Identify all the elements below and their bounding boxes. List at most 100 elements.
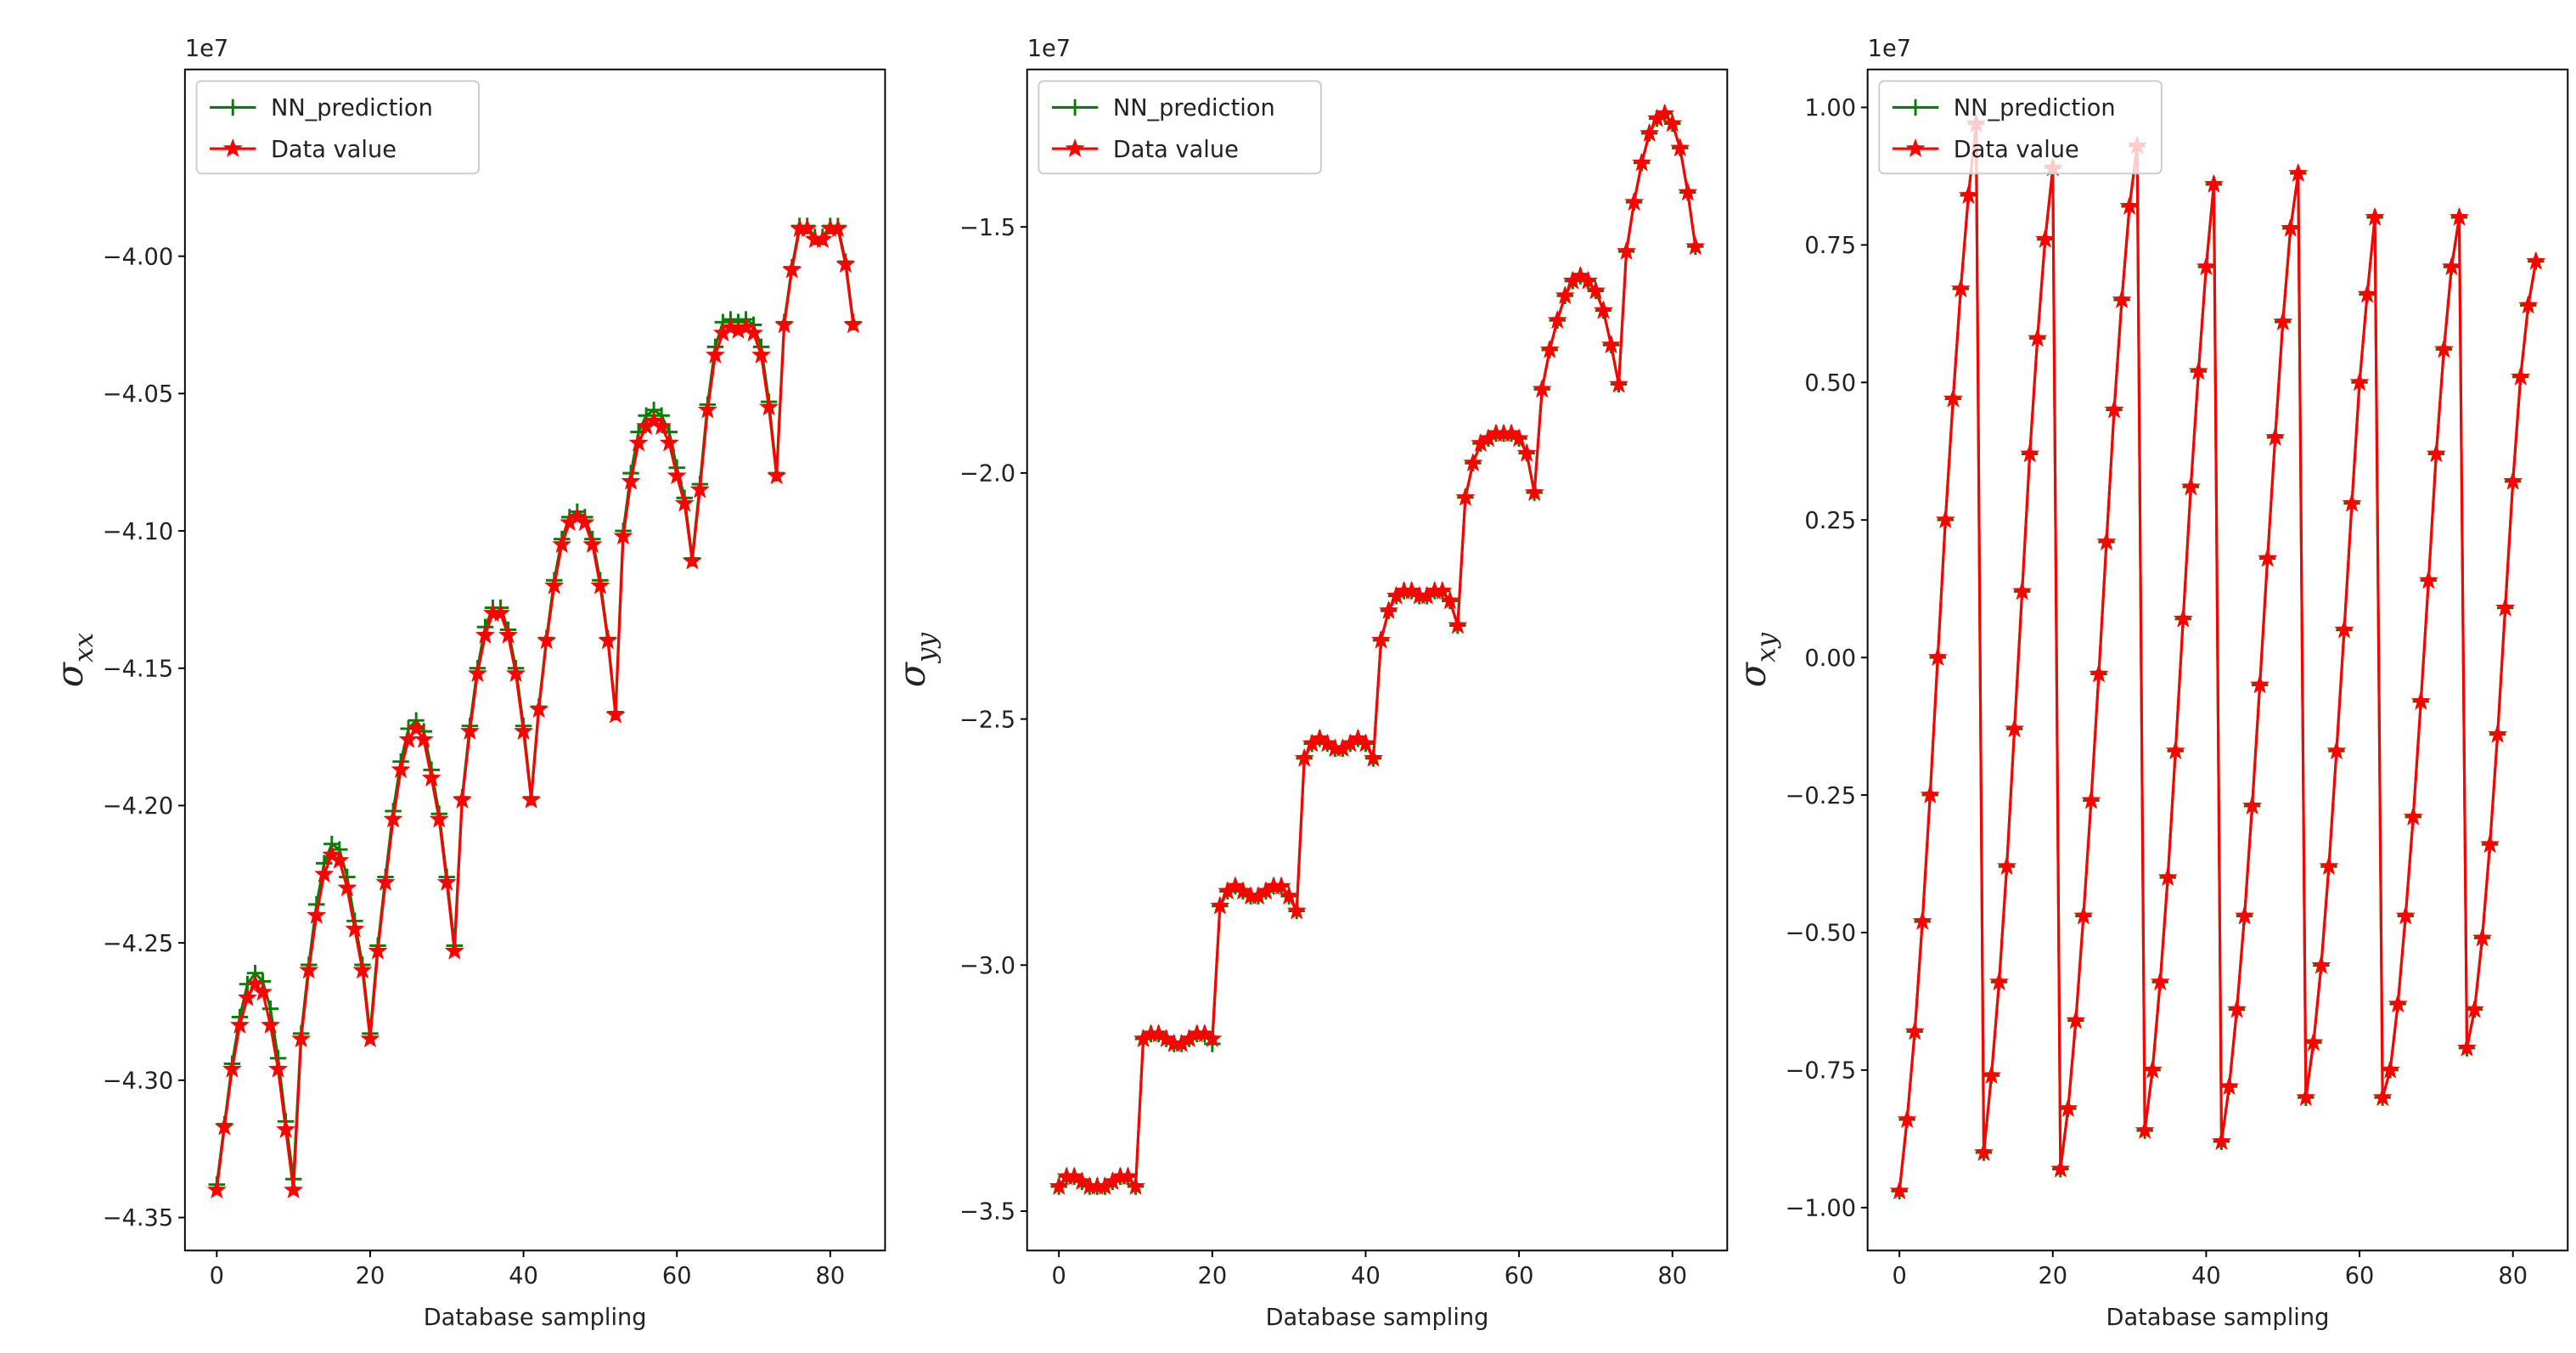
star-marker bbox=[229, 1015, 250, 1034]
star-marker bbox=[1670, 138, 1690, 157]
star-marker bbox=[2150, 972, 2170, 991]
star-marker bbox=[352, 960, 373, 979]
star-marker bbox=[2288, 163, 2309, 182]
star-marker bbox=[1463, 453, 1483, 472]
star-marker bbox=[2303, 1032, 2324, 1051]
star-marker bbox=[1974, 1142, 1994, 1161]
star-marker bbox=[598, 630, 618, 650]
y-tick-label: −4.30 bbox=[103, 1068, 173, 1095]
star-marker bbox=[1202, 1029, 1223, 1047]
star-marker bbox=[2395, 905, 2416, 925]
star-marker bbox=[1640, 122, 1660, 142]
star-marker bbox=[1233, 881, 1253, 900]
legend-label: NN_prediction bbox=[1113, 95, 1275, 121]
star-marker bbox=[284, 1180, 304, 1198]
star-marker bbox=[2342, 493, 2362, 512]
star-marker bbox=[421, 768, 442, 786]
star-marker bbox=[1440, 590, 1460, 610]
x-axis-label: Database sampling bbox=[424, 1305, 647, 1331]
star-marker bbox=[1950, 279, 1971, 297]
star-marker bbox=[436, 871, 457, 891]
x-tick-label: 80 bbox=[2498, 1263, 2528, 1289]
star-marker bbox=[813, 229, 833, 249]
star-marker bbox=[1210, 895, 1230, 915]
star-marker bbox=[666, 465, 687, 485]
star-marker bbox=[413, 729, 434, 748]
legend-box bbox=[195, 80, 480, 175]
star-marker bbox=[261, 1015, 281, 1034]
legend-box bbox=[1878, 80, 2163, 175]
star-marker bbox=[2242, 795, 2263, 815]
star-marker bbox=[2142, 1059, 2163, 1079]
star-marker bbox=[1609, 374, 1629, 393]
star-marker bbox=[1195, 1023, 1215, 1043]
star-marker bbox=[2227, 999, 2247, 1018]
y-axis-subscript: xy bbox=[1752, 632, 1782, 662]
star-marker bbox=[2503, 471, 2523, 490]
star-marker bbox=[2319, 856, 2339, 876]
star-marker bbox=[1071, 1171, 1092, 1191]
offset-text: 1e7 bbox=[185, 36, 228, 62]
star-marker bbox=[1585, 280, 1606, 300]
star-marker bbox=[1989, 972, 2010, 991]
x-tick-label: 20 bbox=[2038, 1263, 2067, 1289]
star-marker bbox=[2173, 608, 2193, 628]
y-axis-symbol: σ bbox=[49, 661, 92, 687]
star-marker bbox=[2388, 994, 2408, 1012]
y-tick-label: 0.50 bbox=[1804, 370, 1856, 397]
star-marker bbox=[2020, 443, 2040, 463]
star-marker bbox=[276, 1119, 296, 1138]
star-marker bbox=[1920, 784, 1940, 803]
star-marker bbox=[529, 699, 549, 719]
star-marker bbox=[1294, 747, 1314, 767]
offset-text: 1e7 bbox=[1868, 36, 1911, 62]
star-marker bbox=[751, 345, 772, 364]
star-marker bbox=[222, 138, 243, 157]
star-marker bbox=[2357, 284, 2377, 303]
star-marker bbox=[1982, 1065, 2002, 1085]
star-marker bbox=[797, 218, 818, 238]
star-marker bbox=[1532, 379, 1552, 398]
star-marker bbox=[2180, 476, 2201, 496]
star-marker bbox=[1448, 615, 1468, 634]
star-marker bbox=[2089, 663, 2109, 683]
star-marker bbox=[2326, 741, 2347, 760]
star-marker bbox=[1355, 733, 1375, 753]
y-tick-label: −3.0 bbox=[959, 953, 1015, 979]
star-marker bbox=[2165, 741, 2185, 760]
x-tick-label: 0 bbox=[1892, 1263, 1906, 1289]
star-marker bbox=[2119, 195, 2140, 215]
star-marker bbox=[1662, 113, 1683, 132]
plus-marker bbox=[224, 99, 241, 116]
y-tick-label: 0.25 bbox=[1804, 508, 1856, 534]
star-marker bbox=[345, 918, 365, 938]
star-marker bbox=[2488, 724, 2508, 743]
star-marker bbox=[1156, 1029, 1177, 1047]
x-tick-label: 40 bbox=[2191, 1263, 2221, 1289]
y-axis-symbol: σ bbox=[891, 661, 934, 687]
x-tick-label: 60 bbox=[662, 1263, 692, 1289]
star-marker bbox=[605, 704, 626, 724]
star-marker bbox=[2250, 674, 2270, 694]
star-marker bbox=[1997, 856, 2017, 876]
star-marker bbox=[268, 1058, 289, 1078]
x-axis-label: Database sampling bbox=[1266, 1305, 1489, 1331]
star-marker bbox=[253, 982, 273, 1001]
star-marker bbox=[697, 399, 717, 419]
star-marker bbox=[2235, 905, 2255, 925]
star-marker bbox=[1126, 1175, 1145, 1195]
x-tick-label: 80 bbox=[1657, 1263, 1687, 1289]
star-marker bbox=[1678, 182, 1698, 201]
star-marker bbox=[2410, 691, 2431, 710]
y-tick-label: 0.75 bbox=[1804, 233, 1856, 259]
y-axis-subscript: xx bbox=[69, 632, 99, 662]
legend-label: NN_prediction bbox=[1954, 95, 2116, 121]
star-marker bbox=[682, 550, 702, 570]
star-marker bbox=[2426, 443, 2446, 463]
star-marker bbox=[2403, 806, 2423, 826]
star-marker bbox=[835, 254, 856, 273]
y-tick-label: −2.5 bbox=[959, 707, 1015, 733]
star-marker bbox=[1371, 629, 1392, 649]
star-marker bbox=[2349, 372, 2370, 392]
